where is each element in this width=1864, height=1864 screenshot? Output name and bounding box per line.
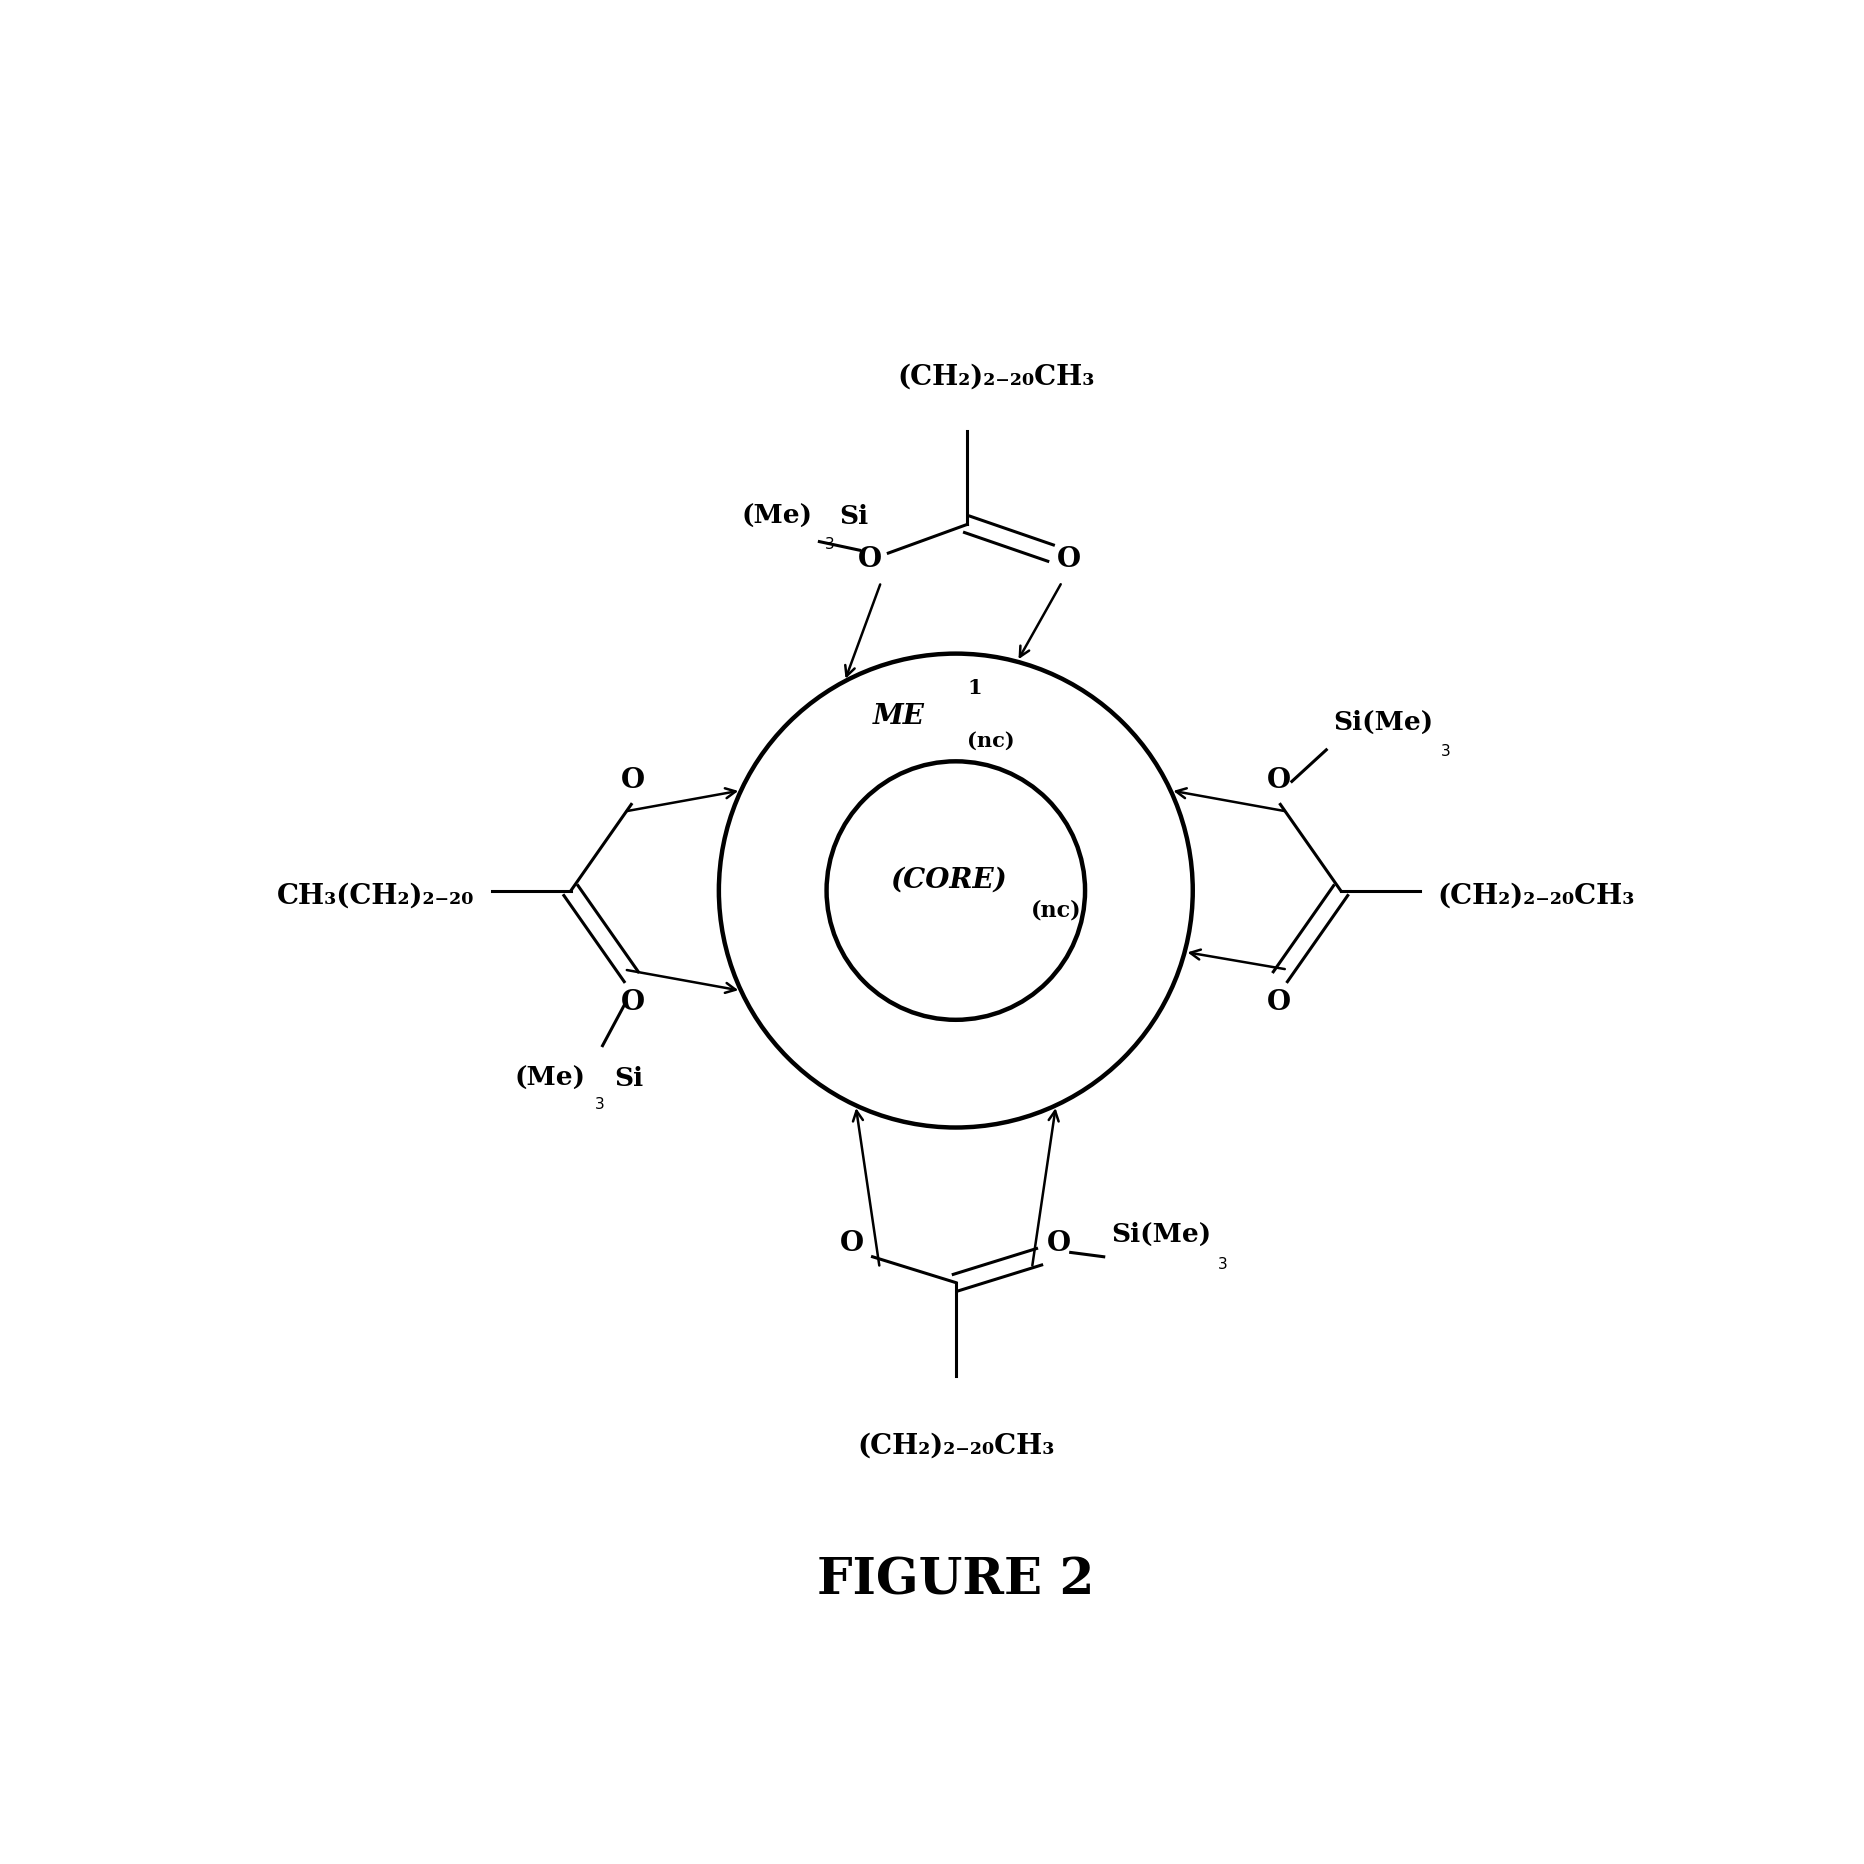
Text: O: O <box>1266 988 1290 1016</box>
Text: (CH₂)₂₋₂₀CH₃: (CH₂)₂₋₂₀CH₃ <box>857 1432 1053 1460</box>
Text: O: O <box>1046 1228 1070 1256</box>
Text: $_3$: $_3$ <box>1439 736 1450 759</box>
Text: Si: Si <box>613 1064 643 1090</box>
Text: (CH₂)₂₋₂₀CH₃: (CH₂)₂₋₂₀CH₃ <box>1435 882 1633 910</box>
Text: FIGURE 2: FIGURE 2 <box>816 1556 1094 1605</box>
Text: Si: Si <box>839 503 869 529</box>
Text: O: O <box>1266 768 1290 794</box>
Text: (Me): (Me) <box>740 503 813 529</box>
Text: (CORE): (CORE) <box>889 867 1007 893</box>
Text: (CH₂)₂₋₂₀CH₃: (CH₂)₂₋₂₀CH₃ <box>897 363 1094 391</box>
Text: O: O <box>841 1228 865 1256</box>
Text: Si(Me): Si(Me) <box>1333 708 1433 734</box>
Text: (nc): (nc) <box>1031 898 1081 921</box>
Text: (Me): (Me) <box>514 1064 585 1090</box>
Text: O: O <box>621 988 645 1016</box>
Text: O: O <box>1057 546 1081 572</box>
Text: (nc): (nc) <box>967 731 1014 751</box>
Text: $_3$: $_3$ <box>824 529 833 552</box>
Text: $_3$: $_3$ <box>595 1090 604 1111</box>
Text: CH₃(CH₂)₂₋₂₀: CH₃(CH₂)₂₋₂₀ <box>278 882 475 910</box>
Text: 1: 1 <box>967 677 982 697</box>
Text: O: O <box>621 768 645 794</box>
Text: O: O <box>857 546 882 572</box>
Text: ME: ME <box>872 703 925 729</box>
Text: $_3$: $_3$ <box>1217 1249 1227 1271</box>
Text: Si(Me): Si(Me) <box>1111 1221 1210 1247</box>
